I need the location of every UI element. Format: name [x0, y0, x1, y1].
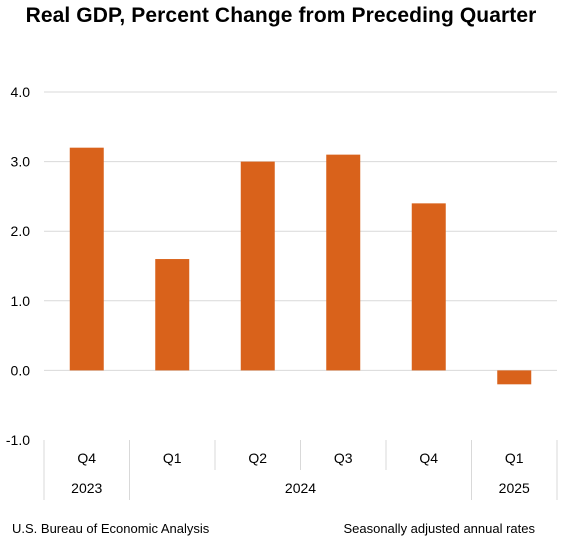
x-tick-label: Q1 — [505, 450, 524, 466]
bar — [155, 259, 190, 371]
x-tick-label: Q4 — [419, 450, 438, 466]
bar — [240, 161, 275, 371]
year-label: 2024 — [285, 480, 316, 496]
y-tick-label: 2.0 — [11, 223, 31, 239]
chart-title: Real GDP, Percent Change from Preceding … — [25, 4, 537, 27]
y-tick-label: 1.0 — [11, 293, 31, 309]
bar — [411, 203, 446, 371]
x-tick-label: Q4 — [77, 450, 96, 466]
bars — [69, 147, 532, 385]
x-tick-label: Q3 — [334, 450, 353, 466]
x-tick-label: Q1 — [163, 450, 182, 466]
bar — [326, 154, 361, 371]
year-label: 2025 — [499, 480, 530, 496]
y-tick-label: 4.0 — [11, 84, 31, 100]
source-note: U.S. Bureau of Economic Analysis — [12, 521, 210, 536]
y-axis-tick-labels: 4.0 3.0 2.0 1.0 0.0 -1.0 — [6, 84, 30, 448]
bar — [497, 370, 532, 385]
y-tick-label: 3.0 — [11, 154, 31, 170]
bar — [69, 147, 104, 371]
year-label: 2023 — [71, 480, 102, 496]
x-tick-label: Q2 — [248, 450, 267, 466]
rate-note: Seasonally adjusted annual rates — [343, 521, 535, 536]
y-tick-label: 0.0 — [11, 362, 31, 378]
y-tick-label: -1.0 — [6, 432, 30, 448]
gridlines — [44, 91, 557, 371]
x-axis-category-table: Q4 Q1 Q2 Q3 Q4 Q1 2023 2024 2025 — [43, 440, 558, 500]
